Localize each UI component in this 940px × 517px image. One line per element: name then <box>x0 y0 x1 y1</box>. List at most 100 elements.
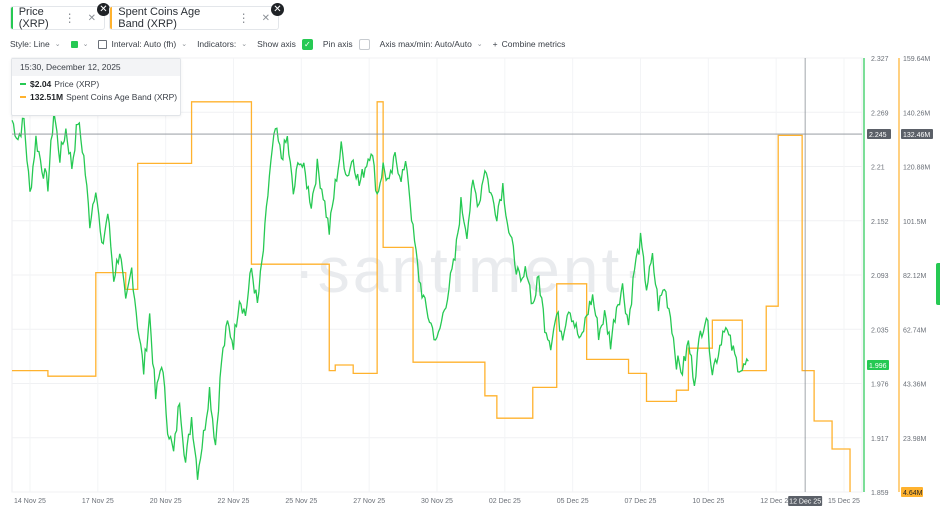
band-crosshair-label-bg <box>901 129 933 140</box>
x-axis-labels: 14 Nov 25 17 Nov 25 20 Nov 25 22 Nov 25 25 N… <box>14 496 860 506</box>
price-axis-tick: 2.035 <box>871 327 889 334</box>
price-axis-tick: 1.917 <box>871 436 889 443</box>
tooltip-band-label: Spent Coins Age Band (XRP) <box>66 92 178 102</box>
band-axis-tick: 82.12M <box>903 273 927 280</box>
band-axis-tick: 159.64M <box>903 56 930 63</box>
band-axis-tick: 120.88M <box>903 165 930 172</box>
x-tick-label: 07 Dec 25 <box>625 498 657 505</box>
interval-dropdown[interactable]: Interval: Auto (fh) ⌄ <box>98 39 187 49</box>
tooltip-band-value: 132.51M <box>30 92 64 102</box>
remove-icon[interactable]: ✕ <box>261 12 270 24</box>
band-axis-tick: 101.5M <box>903 219 927 226</box>
tab-label: Price (XRP) <box>18 6 49 30</box>
tooltip-date: 15:30, December 12, 2025 <box>12 59 180 76</box>
style-label: Style: Line <box>10 39 50 49</box>
band-axis-tick: 62.74M <box>903 327 927 334</box>
series-lines <box>11 58 862 492</box>
price-current-label-bg <box>867 359 889 370</box>
pin-axis-toggle[interactable]: Pin axis <box>322 38 370 50</box>
style-dropdown[interactable]: Style: Line ⌄ <box>10 39 61 49</box>
price-axis-tick: 2.093 <box>871 273 889 280</box>
side-panel-handle[interactable] <box>936 263 940 305</box>
legend-marker <box>20 83 26 85</box>
price-axis-tick: 1.976 <box>871 382 889 389</box>
price-crosshair-label-text: 2.245 <box>869 132 887 139</box>
chevron-down-icon: ⌄ <box>82 41 89 48</box>
price-crosshair-label: 2.245 <box>867 129 891 140</box>
close-icon[interactable]: ✕ <box>271 3 284 16</box>
interval-label: Interval: Auto (fh) <box>111 39 177 49</box>
x-tick-label: 02 Dec 25 <box>489 498 521 505</box>
crosshair-date-text: 12 Dec 25 <box>789 499 821 506</box>
tab-color-bar <box>110 7 113 29</box>
combine-label: Combine metrics <box>501 39 566 49</box>
indicators-label: Indicators: <box>197 39 237 49</box>
tooltip-price-row: $2.04 Price (XRP) <box>12 79 180 89</box>
band-crosshair-label-text: 132.46M <box>903 132 930 139</box>
x-tick-label: 10 Dec 25 <box>692 498 724 505</box>
price-current-label-text: 1.996 <box>869 363 887 370</box>
band-axis-tick: 43.36M <box>903 382 927 389</box>
color-swatch-icon <box>70 40 78 48</box>
checkbox-unchecked-icon[interactable] <box>358 38 370 50</box>
chevron-down-icon: ⌄ <box>54 41 61 48</box>
tab-spent-coins[interactable]: Spent Coins Age Band (XRP) ⋮ ✕ <box>109 6 279 30</box>
legend-marker <box>20 96 26 98</box>
axes: 2.327 159.64M 2.269 140.26M 2.21 120.88M 2.152… <box>863 56 933 497</box>
band-axis-tick: 23.98M <box>903 436 927 443</box>
more-icon[interactable]: ⋮ <box>237 11 250 25</box>
x-tick-label: 15 Dec 25 <box>828 498 860 505</box>
band-current-label-text: 4.64M <box>903 490 923 497</box>
price-axis-tick: 2.21 <box>871 165 885 172</box>
price-axis-tick: 1.859 <box>871 490 889 497</box>
axis-maxmin-label: Axis max/min: Auto/Auto <box>379 39 472 49</box>
crosshair-date-label: 12 Dec 25 <box>788 496 823 506</box>
x-tick-label: 17 Nov 25 <box>82 498 114 505</box>
tooltip-band-row: 132.51M Spent Coins Age Band (XRP) <box>12 92 180 102</box>
combine-metrics-button[interactable]: + Combine metrics <box>493 39 566 49</box>
x-tick-label: 25 Nov 25 <box>285 498 317 505</box>
tab-price-xrp[interactable]: Price (XRP) ⋮ ✕ <box>10 6 105 30</box>
x-tick-label: 12 Dec 25 <box>760 498 792 505</box>
tooltip-price-value: $2.04 <box>30 79 52 89</box>
x-tick-label: 27 Nov 25 <box>353 498 385 505</box>
x-tick-label: 05 Dec 25 <box>557 498 589 505</box>
watermark: ·santiment· <box>293 234 646 306</box>
price-axis-tick: 2.152 <box>871 219 889 226</box>
show-axis-label: Show axis <box>257 39 296 49</box>
x-tick-label: 30 Nov 25 <box>421 498 453 505</box>
pin-axis-label: Pin axis <box>322 39 353 49</box>
chart-toolbar: Style: Line ⌄ ⌄ Interval: Auto (fh) ⌄ Indi… <box>10 37 575 51</box>
x-tick-label: 22 Nov 25 <box>218 498 250 505</box>
band-current-label: 4.64M <box>901 487 923 497</box>
tooltip-price-label: Price (XRP) <box>54 79 100 89</box>
color-picker[interactable]: ⌄ <box>70 40 89 48</box>
axis-maxmin-dropdown[interactable]: Axis max/min: Auto/Auto ⌄ <box>380 39 483 49</box>
band-current-label-bg <box>901 487 923 497</box>
calendar-icon <box>98 39 108 49</box>
crosshair-date-bg <box>788 496 823 506</box>
price-axis-tick: 2.269 <box>871 110 889 117</box>
band-crosshair-label: 132.46M <box>901 129 933 140</box>
show-axis-toggle[interactable]: Show axis ✓ <box>257 38 313 50</box>
tab-label: Spent Coins Age Band (XRP) <box>118 6 201 30</box>
plus-icon: + <box>492 39 498 49</box>
chevron-down-icon: ⌄ <box>476 41 483 48</box>
chevron-down-icon: ⌄ <box>241 41 248 48</box>
band-axis-tick: 140.26M <box>903 110 930 117</box>
x-tick-label: 14 Nov 25 <box>14 498 46 505</box>
crosshair-tooltip: 15:30, December 12, 2025 $2.04 Price (XR… <box>11 58 181 116</box>
tab-color-bar <box>11 7 13 29</box>
price-crosshair-label-bg <box>867 129 891 140</box>
remove-icon[interactable]: ✕ <box>87 12 96 24</box>
close-icon[interactable]: ✕ <box>97 3 110 16</box>
price-series-line <box>11 112 749 480</box>
price-current-label: 1.996 <box>867 359 889 370</box>
indicators-dropdown[interactable]: Indicators: ⌄ <box>197 39 247 49</box>
checkbox-checked-icon[interactable]: ✓ <box>301 38 313 50</box>
more-icon[interactable]: ⋮ <box>63 11 76 25</box>
chevron-down-icon: ⌄ <box>181 41 188 48</box>
spent-coins-series-line <box>12 101 851 492</box>
x-tick-label: 20 Nov 25 <box>150 498 182 505</box>
